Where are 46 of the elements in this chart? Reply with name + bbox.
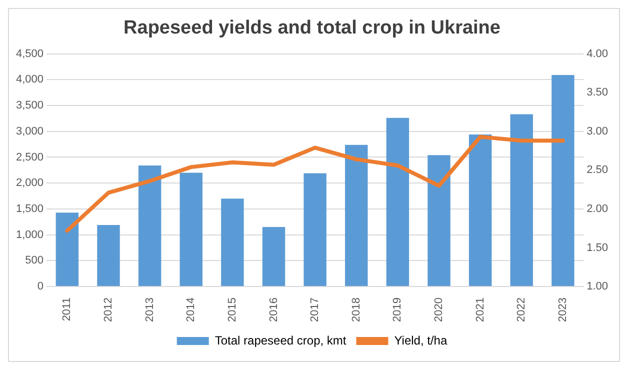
x-tick-label: 2018 bbox=[350, 298, 362, 322]
legend-label: Yield, t/ha bbox=[394, 333, 448, 348]
bar bbox=[97, 224, 120, 286]
x-tick-label: 2020 bbox=[433, 298, 446, 322]
bar bbox=[304, 173, 326, 286]
chart-title: Rapeseed yields and total crop in Ukraine bbox=[124, 18, 500, 39]
x-tick-label: 2016 bbox=[268, 298, 280, 322]
y2-tick-label: 1.50 bbox=[586, 242, 608, 254]
x-tick-label: 2022 bbox=[516, 298, 528, 322]
x-tick-label: 2023 bbox=[556, 298, 569, 322]
bar bbox=[345, 144, 368, 286]
y-tick-label: 3,000 bbox=[16, 125, 44, 138]
x-tick-label: 2011 bbox=[61, 298, 74, 322]
y-tick-label: 4,000 bbox=[16, 74, 44, 86]
x-tick-label: 2014 bbox=[185, 298, 198, 322]
y-tick-label: 4,500 bbox=[16, 48, 44, 60]
y2-tick-label: 3.50 bbox=[586, 86, 608, 99]
legend-label: Total rapeseed crop, kmt bbox=[214, 333, 347, 348]
x-tick-label: 2019 bbox=[392, 298, 404, 322]
x-tick-label: 2012 bbox=[102, 298, 115, 322]
bar bbox=[221, 198, 244, 286]
y-tick-label: 2,500 bbox=[16, 151, 44, 164]
y2-tick-label: 2.50 bbox=[586, 164, 608, 176]
y2-tick-label: 2.00 bbox=[586, 202, 608, 215]
y-tick-label: 1,000 bbox=[16, 228, 44, 241]
y-tick-label: 500 bbox=[25, 254, 44, 267]
x-tick-label: 2017 bbox=[309, 298, 322, 322]
bar bbox=[386, 118, 410, 286]
bar bbox=[262, 227, 286, 286]
x-tick-label: 2015 bbox=[226, 298, 238, 322]
y2-tick-label: 4.00 bbox=[586, 48, 608, 60]
x-tick-label: 2013 bbox=[144, 298, 156, 322]
bar bbox=[510, 114, 533, 286]
bar bbox=[56, 212, 79, 286]
x-tick-label: 2021 bbox=[474, 298, 486, 322]
y2-tick-label: 1.00 bbox=[586, 280, 608, 293]
y-tick-label: 1,500 bbox=[16, 202, 44, 215]
bar bbox=[180, 172, 202, 286]
bar bbox=[428, 155, 450, 286]
y-tick-label: 3,500 bbox=[16, 100, 44, 112]
y2-tick-label: 3.00 bbox=[586, 125, 608, 138]
y-tick-label: 0 bbox=[37, 280, 44, 293]
y-tick-label: 2,000 bbox=[16, 177, 44, 190]
bar bbox=[552, 75, 574, 286]
bar bbox=[138, 166, 162, 286]
bar bbox=[468, 134, 492, 286]
